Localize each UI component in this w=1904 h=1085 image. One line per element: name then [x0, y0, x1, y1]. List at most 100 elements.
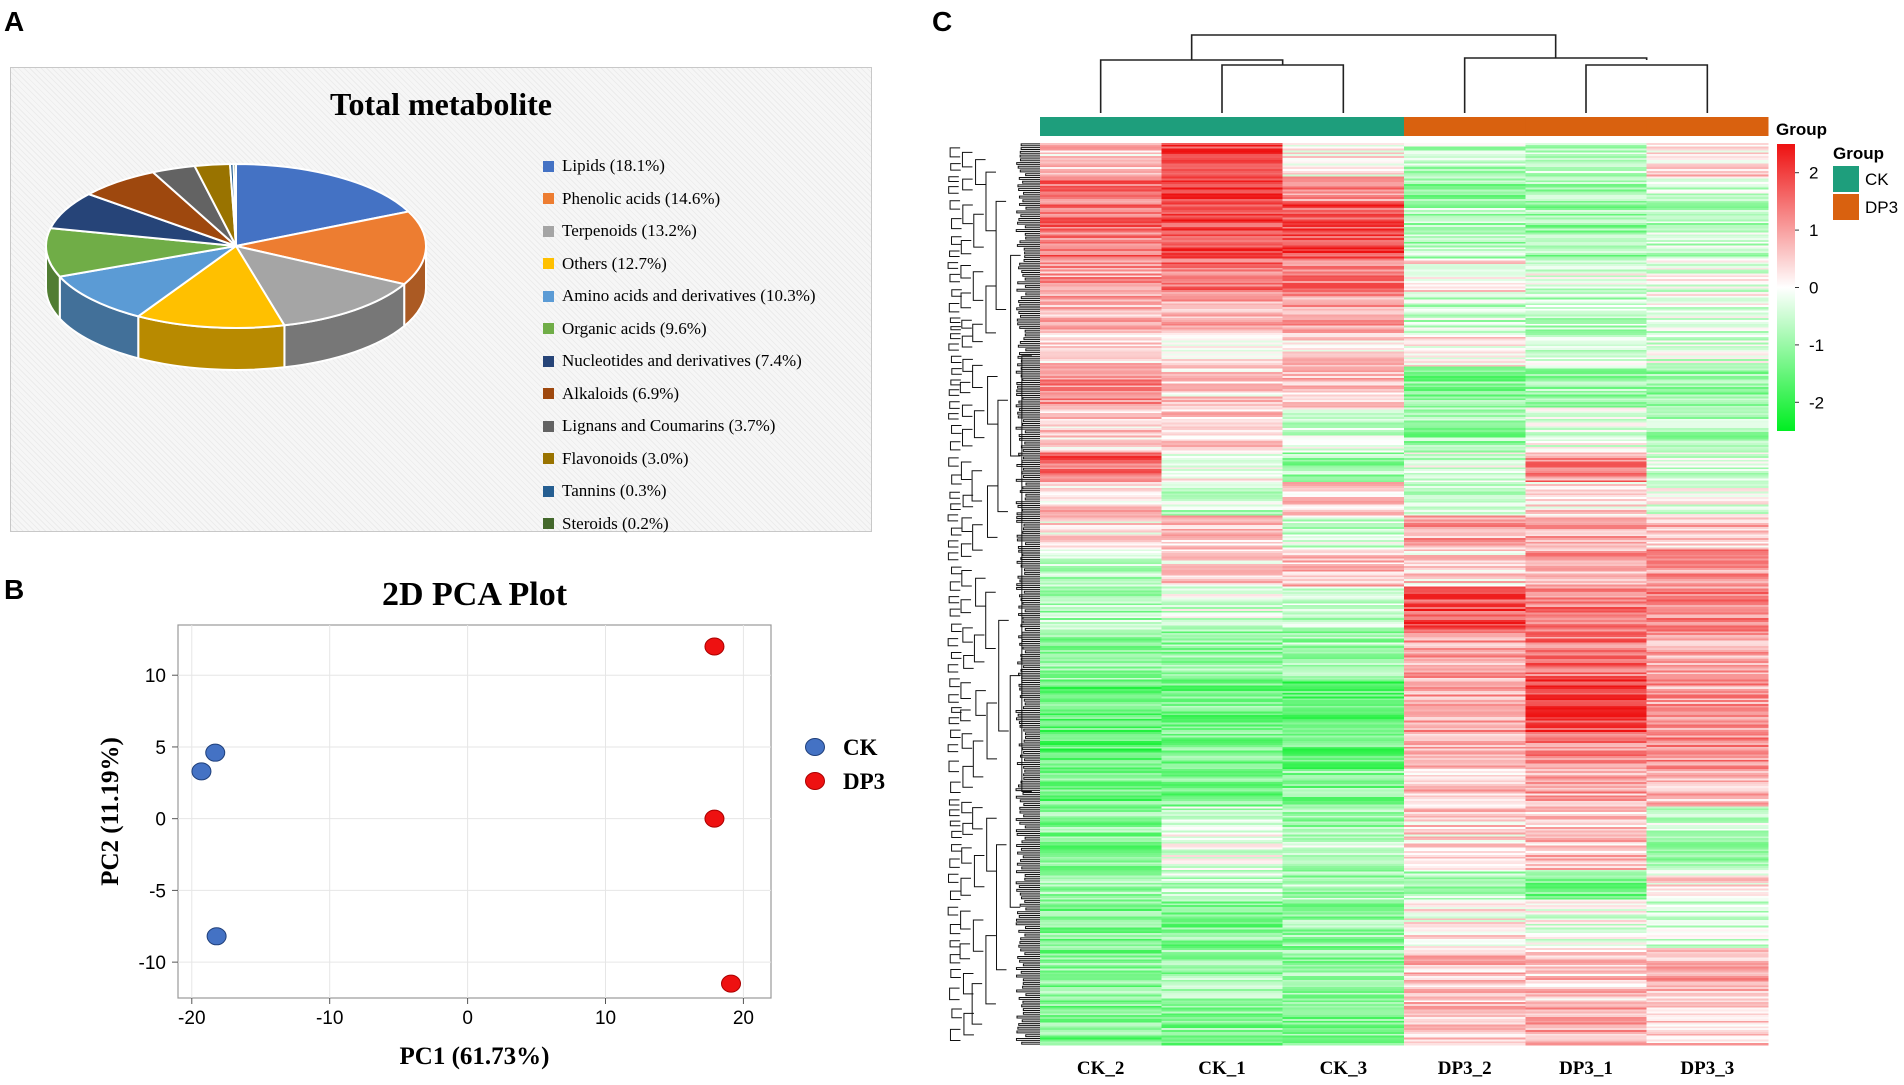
heatmap-cell [1646, 894, 1769, 897]
heatmap-cell [1404, 340, 1526, 344]
pie-chart-panel: Total metabolite Lipids (18.1%) Phenolic … [10, 67, 872, 533]
heatmap-cell [1040, 948, 1162, 951]
heatmap-cell [1040, 1022, 1162, 1026]
heatmap-cell [1525, 349, 1648, 353]
heatmap-cell [1040, 372, 1162, 375]
heatmap-cell [1282, 420, 1405, 424]
heatmap-cell [1404, 532, 1526, 535]
heatmap-cell [1282, 720, 1405, 724]
heatmap-cell [1525, 297, 1648, 301]
heatmap-cell [1161, 752, 1284, 755]
heatmap-cell [1282, 452, 1405, 455]
heatmap-cell [1646, 590, 1769, 593]
heatmap-cell [1646, 217, 1769, 221]
heatmap-cell [1525, 215, 1648, 219]
heatmap-cell [1646, 446, 1769, 450]
heatmap-cell [1282, 1028, 1405, 1031]
heatmap-cell [1525, 687, 1648, 690]
heatmap-cell [1404, 1020, 1526, 1024]
heatmap-cell [1282, 651, 1405, 655]
heatmap-cell [1161, 608, 1284, 612]
heatmap-cell [1282, 717, 1405, 720]
heatmap-cell [1646, 342, 1769, 345]
heatmap-cell [1040, 992, 1162, 996]
heatmap-cell [1404, 439, 1526, 442]
heatmap-cell [1040, 662, 1162, 666]
heatmap-cell [1161, 348, 1284, 351]
heatmap-cell [1282, 230, 1405, 234]
heatmap-cell [1525, 566, 1648, 569]
heatmap-cell [1282, 666, 1405, 670]
heatmap-cell [1282, 538, 1405, 541]
heatmap-cell [1525, 651, 1648, 655]
heatmap-cell [1040, 985, 1162, 988]
heatmap-cell [1040, 922, 1162, 925]
heatmap-cell [1282, 392, 1405, 396]
heatmap-cell [1161, 472, 1284, 476]
heatmap-cell [1525, 623, 1648, 627]
heatmap-cell [1525, 724, 1648, 727]
heatmap-cell [1040, 299, 1162, 303]
heatmap-cell [1525, 679, 1648, 683]
heatmap-cell [1040, 994, 1162, 998]
heatmap-cell [1404, 174, 1526, 178]
heatmap-cell [1282, 882, 1405, 886]
heatmap-cell [1282, 603, 1405, 606]
heatmap-cell [1161, 152, 1284, 155]
heatmap-cell [1404, 260, 1526, 263]
heatmap-cell [1646, 674, 1769, 677]
heatmap-cell [1040, 560, 1162, 563]
row-dendrogram-branch [950, 968, 961, 978]
heatmap-cell [1404, 323, 1526, 327]
heatmap-cell [1161, 189, 1284, 193]
heatmap-cell [1161, 456, 1284, 459]
heatmap-cell [1404, 1013, 1526, 1016]
heatmap-cell [1161, 793, 1284, 796]
heatmap-cell [1404, 776, 1526, 780]
heatmap-cell [1282, 705, 1405, 709]
heatmap-cell [1646, 731, 1769, 735]
pie-legend-swatch [543, 258, 554, 270]
heatmap-cell [1646, 771, 1769, 774]
heatmap-cell [1646, 953, 1769, 957]
heatmap-cell [1646, 286, 1769, 289]
heatmap-cell [1646, 403, 1769, 407]
heatmap-cell [1404, 582, 1526, 586]
heatmap-cell [1404, 178, 1526, 181]
heatmap-cell [1161, 146, 1284, 150]
heatmap-cell [1040, 722, 1162, 726]
heatmap-cell [1525, 681, 1648, 685]
heatmap-cell [1646, 968, 1769, 972]
heatmap-cell [1646, 635, 1769, 638]
heatmap-cell [1404, 362, 1526, 366]
heatmap-cell [1525, 310, 1648, 314]
heatmap-cell [1404, 733, 1526, 737]
heatmap-cell [1040, 759, 1162, 763]
heatmap-cell [1404, 605, 1526, 608]
heatmap-cell [1525, 931, 1648, 934]
pie-legend-label: Others (12.7%) [562, 253, 667, 273]
heatmap-cell [1525, 424, 1648, 427]
heatmap-cell [1040, 413, 1162, 416]
heatmap-cell [1525, 920, 1648, 923]
heatmap-cell [1282, 476, 1405, 480]
heatmap-cell [1525, 185, 1648, 189]
heatmap-cell [1646, 157, 1769, 161]
heatmap-cell [1404, 756, 1526, 759]
heatmap-cell [1161, 210, 1284, 213]
heatmap-cell [1040, 465, 1162, 468]
heatmap-cell [1646, 942, 1769, 945]
heatmap-cell [1646, 610, 1769, 614]
heatmap-cell [1404, 1030, 1526, 1033]
heatmap-cell [1646, 739, 1769, 742]
heatmap-cell [1282, 873, 1405, 877]
heatmap-cell [1525, 627, 1648, 631]
heatmap-cell [1404, 948, 1526, 951]
heatmap-cell [1525, 469, 1648, 472]
heatmap-cell [1040, 1004, 1162, 1007]
heatmap-cell [1282, 983, 1405, 986]
heatmap-cell [1525, 735, 1648, 739]
heatmap-cell [1161, 841, 1284, 845]
heatmap-cell [1646, 430, 1769, 433]
heatmap-cell [1525, 497, 1648, 500]
